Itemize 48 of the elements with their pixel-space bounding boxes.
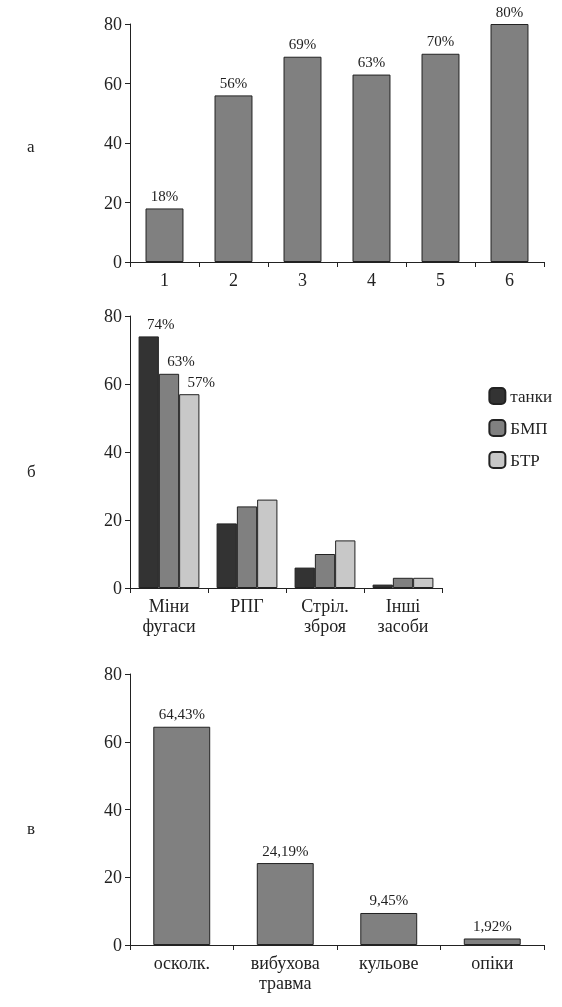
legend-label: БМП [510,418,548,438]
x-tick-label: кульове [359,953,419,973]
y-tick-label: 0 [113,252,122,272]
x-tick-label: опіки [471,953,514,973]
x-tick-label: 3 [298,270,307,290]
y-tick-label: 60 [104,374,122,394]
y-tick-label: 80 [104,14,122,34]
x-tick-label: 2 [229,270,238,290]
x-tick-label: РПГ [230,596,264,616]
data-label: 1,92% [472,918,512,934]
data-label: 24,19% [262,842,309,859]
data-label: 70% [426,33,455,50]
x-tick-label: 4 [367,270,376,290]
y-tick-label: 20 [104,510,122,530]
data-label: 63% [167,353,195,370]
data-label: 74% [146,315,175,332]
x-tick-label: Інші засоби [377,596,429,636]
text: б [27,461,36,481]
data-label: 56% [219,74,248,91]
x-tick-label: 5 [436,270,445,290]
y-tick-label: 0 [113,935,122,955]
data-label: 9,45% [369,892,409,909]
x-tick-label: 1 [160,270,169,290]
text: в [27,819,36,838]
y-tick-label: 40 [104,133,122,153]
data-label: 57% [187,373,216,390]
x-tick-label: Міни фугаси [142,596,196,636]
text: а [27,136,35,156]
x-tick-label: Стріл. зброя [301,596,349,636]
x-tick-label: 6 [505,270,514,290]
data-label: 18% [150,187,179,204]
y-tick-label: 80 [104,306,122,326]
y-tick-label: 80 [104,664,122,684]
y-tick-label: 40 [104,799,122,820]
x-tick-label: осколк. [153,953,210,973]
data-label: 69% [288,36,317,53]
y-tick-label: 20 [104,867,122,888]
y-tick-label: 0 [113,578,122,598]
y-tick-label: 40 [104,442,122,462]
data-label: 63% [357,54,386,71]
y-tick-label: 20 [104,192,122,213]
data-label: 64,43% [158,706,205,723]
data-label: 80% [495,3,524,20]
y-tick-label: 60 [104,731,122,752]
legend-label: БТР [510,450,540,470]
y-tick-label: 60 [104,73,122,94]
x-tick-label: вибухова травма [250,953,320,993]
legend-label: танки [510,386,552,406]
